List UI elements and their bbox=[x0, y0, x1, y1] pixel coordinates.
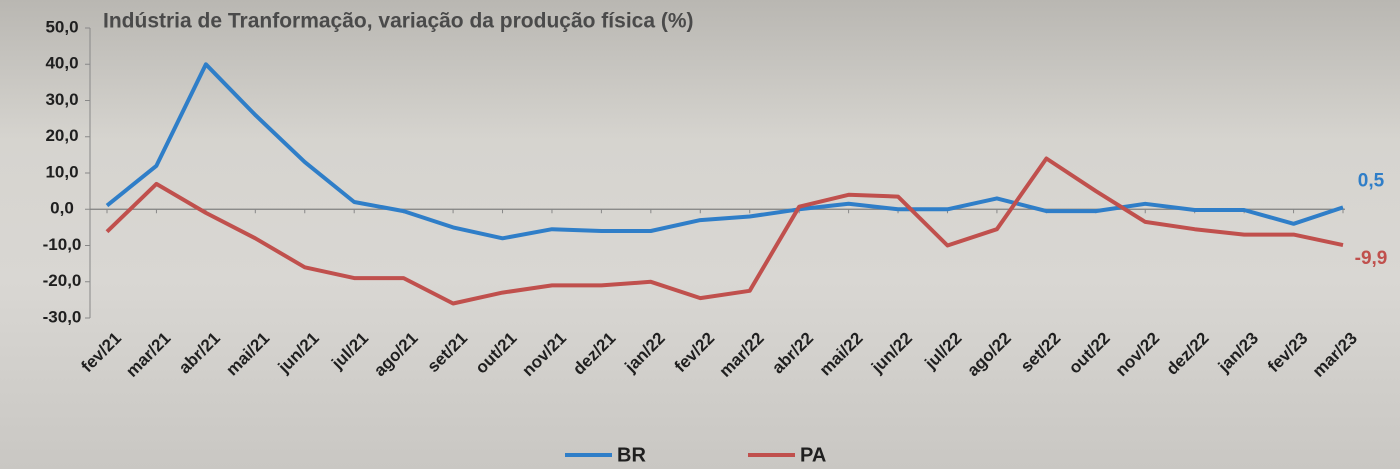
x-tick-label: dez/21 bbox=[569, 329, 619, 379]
x-tick-label: out/22 bbox=[1065, 329, 1114, 378]
x-tick-label: ago/21 bbox=[370, 329, 422, 381]
x-tick-label: dez/22 bbox=[1162, 329, 1212, 379]
x-tick-label: fev/23 bbox=[1264, 329, 1312, 377]
chart-title: Indústria de Tranformação, variação da p… bbox=[103, 10, 694, 33]
x-tick-label: jul/22 bbox=[921, 329, 966, 374]
value-label: 0,5 bbox=[1358, 170, 1385, 191]
x-tick-label: mar/23 bbox=[1309, 329, 1361, 381]
x-tick-label: abr/21 bbox=[175, 329, 224, 378]
x-tick-label: fev/21 bbox=[77, 329, 125, 377]
legend-label: BR bbox=[617, 444, 646, 466]
chart: Indústria de Tranformação, variação da p… bbox=[0, 0, 1400, 469]
x-tick-label: out/21 bbox=[472, 329, 521, 378]
series-line bbox=[107, 64, 1343, 238]
y-tick-label: 30,0 bbox=[45, 90, 78, 109]
y-tick-label: 0,0 bbox=[50, 199, 74, 218]
x-tick-label: jun/22 bbox=[867, 329, 916, 378]
x-tick-label: set/22 bbox=[1017, 329, 1065, 377]
y-tick-label: 40,0 bbox=[45, 54, 78, 73]
x-tick-label: nov/21 bbox=[518, 329, 570, 381]
y-tick-label: 10,0 bbox=[45, 162, 78, 181]
x-tick-label: fev/22 bbox=[671, 329, 719, 377]
x-tick-label: abr/22 bbox=[768, 329, 817, 378]
y-tick-label: -20,0 bbox=[43, 271, 82, 290]
x-tick-label: mai/21 bbox=[222, 329, 273, 380]
legend-label: PA bbox=[800, 444, 826, 466]
x-tick-label: mai/22 bbox=[816, 329, 867, 380]
x-tick-label: set/21 bbox=[424, 329, 472, 377]
series-line bbox=[107, 159, 1343, 304]
x-tick-label: mar/21 bbox=[122, 329, 174, 381]
x-tick-label: jan/22 bbox=[621, 329, 669, 377]
x-tick-label: ago/22 bbox=[963, 329, 1015, 381]
y-tick-label: 20,0 bbox=[45, 126, 78, 145]
x-tick-label: mar/22 bbox=[716, 329, 768, 381]
y-tick-label: -30,0 bbox=[43, 307, 82, 326]
x-tick-label: jun/21 bbox=[274, 329, 323, 378]
y-tick-label: -10,0 bbox=[43, 235, 82, 254]
x-tick-label: nov/22 bbox=[1112, 329, 1164, 381]
y-tick-label: 50,0 bbox=[45, 17, 78, 36]
value-label: -9,9 bbox=[1355, 248, 1388, 269]
x-tick-label: jul/21 bbox=[327, 329, 372, 374]
x-tick-label: jan/23 bbox=[1214, 329, 1262, 377]
